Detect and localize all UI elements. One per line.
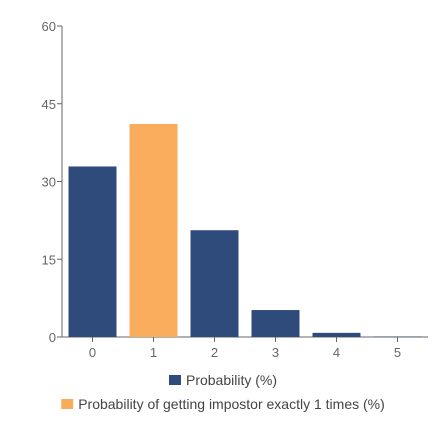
bar-impostor-1-times-1 <box>129 123 178 337</box>
x-tick-label: 4 <box>333 345 340 360</box>
legend-swatch[interactable] <box>61 399 74 409</box>
x-tick-label: 2 <box>211 345 218 360</box>
bar-probability-4 <box>312 332 361 337</box>
legend-label: Probability of getting impostor exactly … <box>78 396 385 412</box>
chart-axes <box>61 26 428 338</box>
y-axis-ticks: 0 15 30 45 60 <box>42 19 62 345</box>
legend: Probability (%) Probability of getting im… <box>61 372 385 412</box>
y-tick-label: 30 <box>42 175 56 190</box>
bar-probability-0 <box>68 166 117 337</box>
bars <box>68 123 422 337</box>
y-tick-label: 45 <box>42 97 56 112</box>
x-tick-label: 0 <box>89 345 96 360</box>
bar-probability-3 <box>251 310 300 337</box>
x-tick-label: 5 <box>394 345 401 360</box>
x-tick-label: 1 <box>150 345 157 360</box>
bar-probability-2 <box>190 230 239 337</box>
legend-label: Probability (%) <box>186 372 277 388</box>
y-tick-label: 0 <box>49 330 56 345</box>
y-tick-label: 15 <box>42 252 56 267</box>
legend-swatch[interactable] <box>168 375 181 385</box>
bar-probability-5 <box>373 336 422 337</box>
x-tick-label: 3 <box>272 345 279 360</box>
y-tick-label: 60 <box>42 19 56 34</box>
x-axis-ticks: 0 1 2 3 4 5 <box>89 337 401 360</box>
